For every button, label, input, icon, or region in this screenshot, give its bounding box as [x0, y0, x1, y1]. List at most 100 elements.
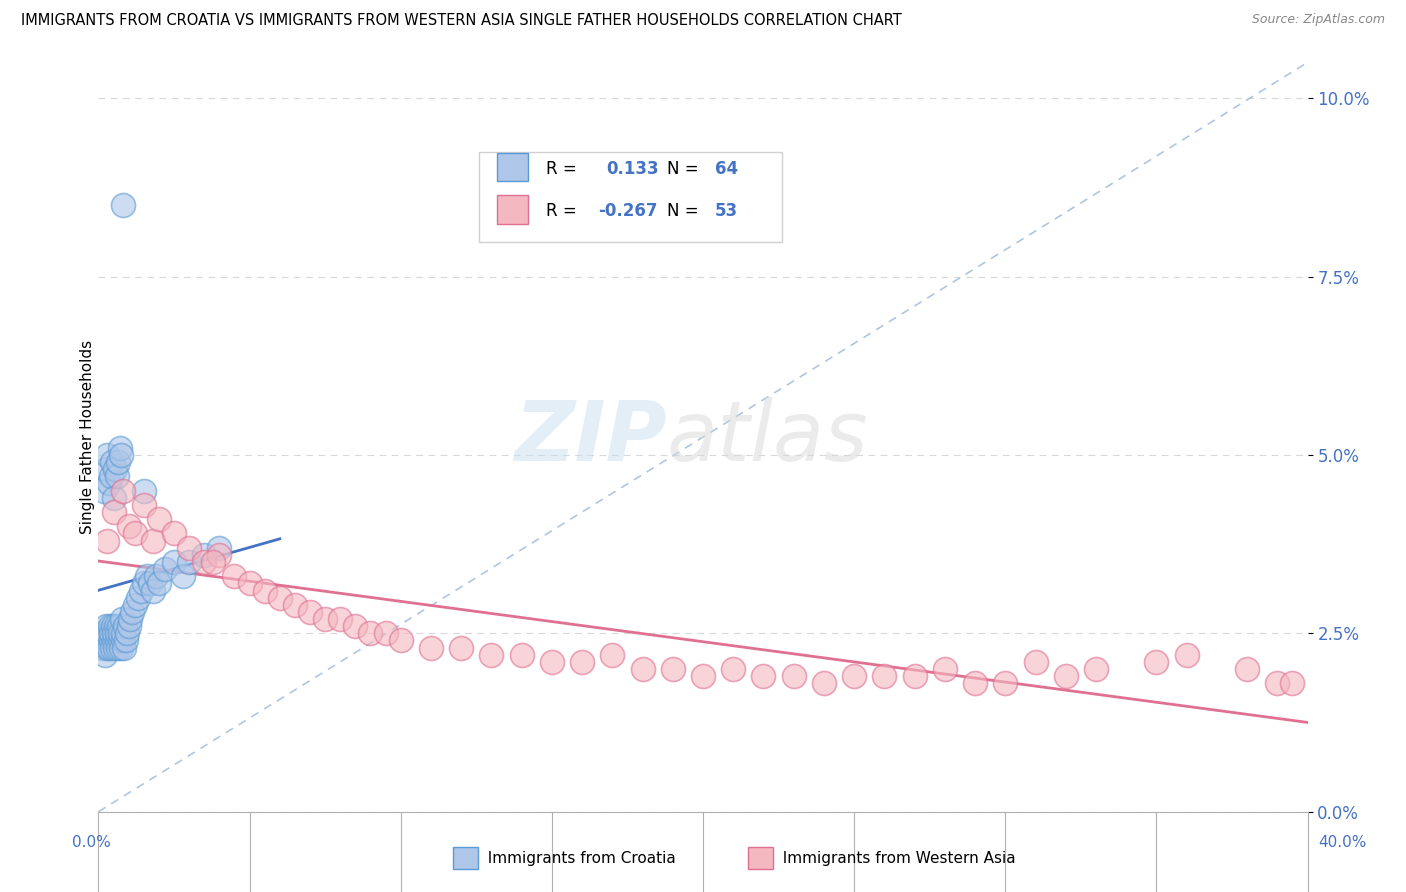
Point	[97, 626, 120, 640]
Point	[118, 519, 141, 533]
Point	[253, 583, 276, 598]
Point	[145, 569, 167, 583]
Point	[193, 555, 215, 569]
Text: R =: R =	[546, 202, 582, 219]
Point	[540, 655, 562, 669]
Point	[132, 483, 155, 498]
Point	[94, 648, 117, 662]
Text: 0.0%: 0.0%	[72, 836, 111, 850]
Point	[163, 526, 186, 541]
Point	[1267, 676, 1289, 690]
Point	[179, 541, 201, 555]
Point	[692, 669, 714, 683]
Text: R =: R =	[546, 160, 582, 178]
Bar	[498, 153, 527, 181]
Point	[108, 619, 131, 633]
Point	[124, 526, 146, 541]
Point	[142, 583, 165, 598]
Point	[934, 662, 956, 676]
Point	[450, 640, 472, 655]
Point	[1085, 662, 1108, 676]
Point	[111, 198, 134, 212]
Point	[1146, 655, 1168, 669]
Point	[631, 662, 654, 676]
Point	[420, 640, 443, 655]
Text: 0.133: 0.133	[606, 160, 659, 178]
Point	[108, 626, 131, 640]
Point	[239, 576, 262, 591]
Point	[994, 676, 1017, 690]
Point	[98, 476, 121, 491]
Point	[389, 633, 412, 648]
Point	[1024, 655, 1046, 669]
Point	[783, 669, 806, 683]
Point	[100, 633, 122, 648]
Point	[112, 626, 135, 640]
Text: Immigrants from Croatia: Immigrants from Croatia	[478, 851, 676, 865]
Point	[129, 583, 152, 598]
Point	[118, 619, 141, 633]
Point	[571, 655, 593, 669]
Point	[93, 633, 115, 648]
Point	[105, 626, 128, 640]
Text: 64: 64	[716, 160, 738, 178]
Point	[114, 619, 136, 633]
Text: atlas: atlas	[666, 397, 869, 477]
Bar	[479, 153, 782, 243]
Point	[107, 640, 129, 655]
Point	[284, 598, 307, 612]
Point	[108, 441, 131, 455]
Point	[100, 469, 122, 483]
Point	[510, 648, 533, 662]
Point	[91, 640, 114, 655]
Point	[111, 633, 134, 648]
Point	[104, 640, 127, 655]
Point	[179, 555, 201, 569]
Point	[114, 633, 136, 648]
Point	[93, 483, 115, 498]
Point	[844, 669, 866, 683]
Point	[1054, 669, 1077, 683]
Text: Source: ZipAtlas.com: Source: ZipAtlas.com	[1251, 13, 1385, 27]
Text: Immigrants from Western Asia: Immigrants from Western Asia	[773, 851, 1017, 865]
Point	[94, 462, 117, 476]
Text: 53: 53	[716, 202, 738, 219]
Point	[105, 469, 128, 483]
Point	[873, 669, 896, 683]
Point	[98, 619, 121, 633]
Point	[127, 591, 149, 605]
Point	[101, 455, 124, 469]
Point	[142, 533, 165, 548]
Text: -0.267: -0.267	[598, 202, 657, 219]
Point	[139, 576, 162, 591]
Point	[1236, 662, 1258, 676]
Point	[1175, 648, 1198, 662]
Point	[299, 605, 322, 619]
Point	[202, 555, 225, 569]
Point	[723, 662, 745, 676]
Point	[104, 462, 127, 476]
Point	[110, 448, 132, 462]
Point	[329, 612, 352, 626]
Point	[103, 505, 125, 519]
Point	[107, 455, 129, 469]
Point	[112, 640, 135, 655]
Point	[121, 605, 143, 619]
Text: N =: N =	[666, 160, 699, 178]
Point	[965, 676, 987, 690]
Y-axis label: Single Father Households: Single Father Households	[80, 340, 94, 534]
Point	[374, 626, 396, 640]
Text: N =: N =	[666, 202, 699, 219]
Point	[105, 633, 128, 648]
Point	[98, 640, 121, 655]
Point	[224, 569, 246, 583]
Point	[120, 612, 142, 626]
Point	[104, 619, 127, 633]
Point	[96, 448, 118, 462]
Point	[135, 569, 157, 583]
Text: IMMIGRANTS FROM CROATIA VS IMMIGRANTS FROM WESTERN ASIA SINGLE FATHER HOUSEHOLDS: IMMIGRANTS FROM CROATIA VS IMMIGRANTS FR…	[21, 13, 901, 29]
Point	[153, 562, 176, 576]
Point	[132, 498, 155, 512]
Point	[93, 626, 115, 640]
Point	[602, 648, 624, 662]
